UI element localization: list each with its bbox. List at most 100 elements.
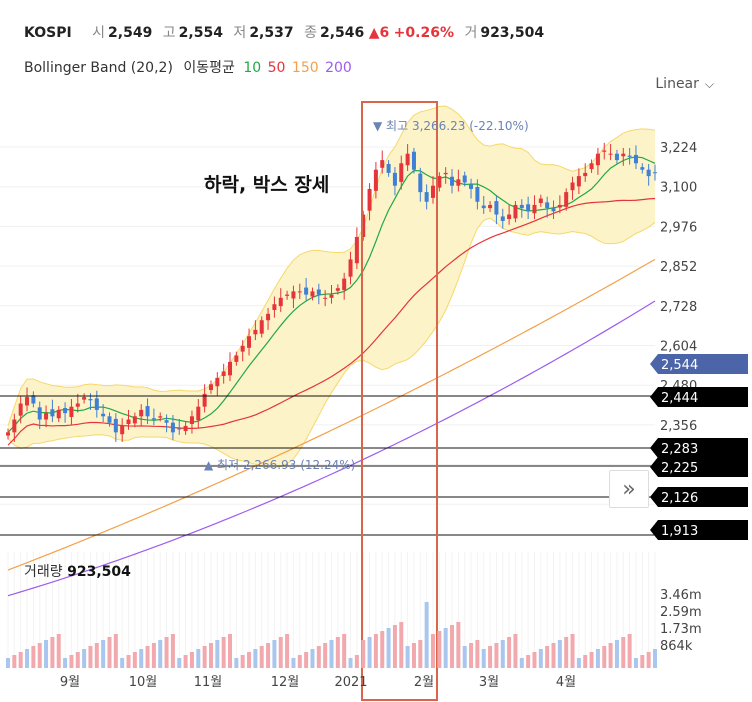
candle-body bbox=[50, 409, 55, 417]
candle-body bbox=[234, 355, 239, 362]
price-tag: 2,444 bbox=[650, 387, 748, 407]
candle-body bbox=[589, 163, 594, 170]
volume-bar bbox=[266, 643, 271, 668]
price-tag-label: 2,126 bbox=[661, 491, 698, 506]
candle-body bbox=[437, 176, 442, 188]
candle-body bbox=[170, 422, 175, 433]
candle-body bbox=[335, 288, 340, 291]
candle-body bbox=[538, 198, 543, 204]
x-tick-label: 3월 bbox=[479, 675, 499, 690]
candle-body bbox=[507, 214, 512, 220]
ma200-legend[interactable]: 200 bbox=[325, 60, 352, 76]
volume-bar bbox=[570, 634, 575, 668]
candle-body bbox=[443, 172, 448, 175]
price-tag-bg bbox=[650, 520, 748, 540]
price-tag-bg bbox=[650, 438, 748, 458]
volume-tick-label: 2.59m bbox=[660, 605, 702, 620]
candle-body bbox=[475, 186, 480, 202]
volume-bar bbox=[297, 655, 302, 668]
bollinger-legend[interactable]: Bollinger Band (20,2) bbox=[24, 60, 173, 76]
y-tick-label: 3,224 bbox=[660, 141, 697, 156]
volume-bar bbox=[50, 637, 55, 668]
volume-bar bbox=[411, 643, 416, 668]
ma150-legend[interactable]: 150 bbox=[291, 60, 319, 76]
price-tag: 1,913 bbox=[650, 520, 748, 540]
volume-bar bbox=[564, 637, 569, 668]
open-label: 시 bbox=[92, 25, 106, 41]
volume-bar bbox=[113, 634, 118, 668]
volume-bar bbox=[189, 652, 194, 668]
y-tick-label: 2,852 bbox=[660, 260, 697, 275]
volume-bar bbox=[373, 634, 378, 668]
volume-bar bbox=[316, 646, 321, 668]
ma50-legend[interactable]: 50 bbox=[267, 60, 286, 76]
volume-bar bbox=[56, 634, 61, 668]
volume-bar bbox=[621, 637, 626, 668]
open-value: 2,549 bbox=[108, 25, 153, 41]
volume-bar bbox=[614, 640, 619, 668]
volume-bar bbox=[583, 655, 588, 668]
volume-bar bbox=[196, 649, 201, 668]
volume-bar bbox=[526, 655, 531, 668]
scale-mode-label: Linear bbox=[655, 76, 699, 92]
volume-bar bbox=[595, 649, 600, 668]
price-tag-label: 2,283 bbox=[661, 442, 698, 457]
scale-selector[interactable]: Linear ⌵ bbox=[655, 76, 714, 92]
volume-bar bbox=[107, 637, 112, 668]
candle-body bbox=[132, 416, 137, 424]
volume-bar bbox=[323, 643, 328, 668]
candle-body bbox=[101, 413, 106, 417]
candle-body bbox=[183, 425, 188, 432]
volume-title-value: 923,504 bbox=[67, 564, 131, 580]
indicator-legend: Bollinger Band (20,2) 이동평균 10 50 150 200 bbox=[24, 57, 354, 77]
volume-bar bbox=[94, 643, 99, 668]
volume-bar bbox=[519, 658, 524, 668]
volume-bar bbox=[82, 649, 87, 668]
ma10-legend[interactable]: 10 bbox=[243, 60, 262, 76]
candle-body bbox=[266, 313, 271, 321]
candle-body bbox=[469, 184, 474, 189]
volume-bar bbox=[158, 640, 163, 668]
volume-bar bbox=[164, 637, 169, 668]
volume-bar bbox=[132, 652, 137, 668]
volume-bar bbox=[653, 649, 657, 668]
candle-body bbox=[354, 236, 359, 264]
volume-bar bbox=[538, 649, 543, 668]
volume-bar bbox=[640, 655, 645, 668]
highlight-box bbox=[361, 101, 438, 701]
scroll-latest-button[interactable]: » bbox=[609, 470, 649, 508]
volume-bar bbox=[177, 658, 182, 668]
candle-body bbox=[31, 395, 36, 404]
volume-bar bbox=[69, 655, 74, 668]
candle-body bbox=[6, 432, 10, 436]
candle-body bbox=[228, 361, 233, 376]
ma-legend-label: 이동평균 bbox=[183, 60, 235, 76]
price-tag-label: 1,913 bbox=[661, 524, 698, 539]
candle-body bbox=[551, 208, 556, 212]
volume-bar bbox=[551, 643, 556, 668]
volume-bar bbox=[285, 634, 290, 668]
volume-bar bbox=[126, 655, 131, 668]
double-chevron-right-icon: » bbox=[622, 476, 636, 502]
volume-bar bbox=[291, 658, 296, 668]
x-tick-label: 4월 bbox=[556, 675, 576, 690]
volume-bar bbox=[646, 652, 651, 668]
price-tag: 2,283 bbox=[650, 438, 748, 458]
candle-body bbox=[526, 204, 531, 212]
candle-body bbox=[113, 418, 118, 433]
volume-bar bbox=[75, 652, 80, 668]
candle-body bbox=[348, 259, 353, 277]
candle-body bbox=[462, 175, 467, 183]
volume-bar bbox=[399, 622, 404, 668]
volume-bar bbox=[589, 652, 594, 668]
volume-bar bbox=[500, 640, 505, 668]
volume-bar bbox=[507, 637, 512, 668]
candle-body bbox=[158, 416, 163, 418]
volume-bar bbox=[139, 649, 144, 668]
volume-bar bbox=[386, 628, 391, 668]
volume-bar bbox=[183, 655, 188, 668]
price-tag-bg bbox=[650, 487, 748, 507]
x-tick-label: 10월 bbox=[129, 675, 158, 690]
price-tag-label: 2,225 bbox=[661, 461, 698, 476]
